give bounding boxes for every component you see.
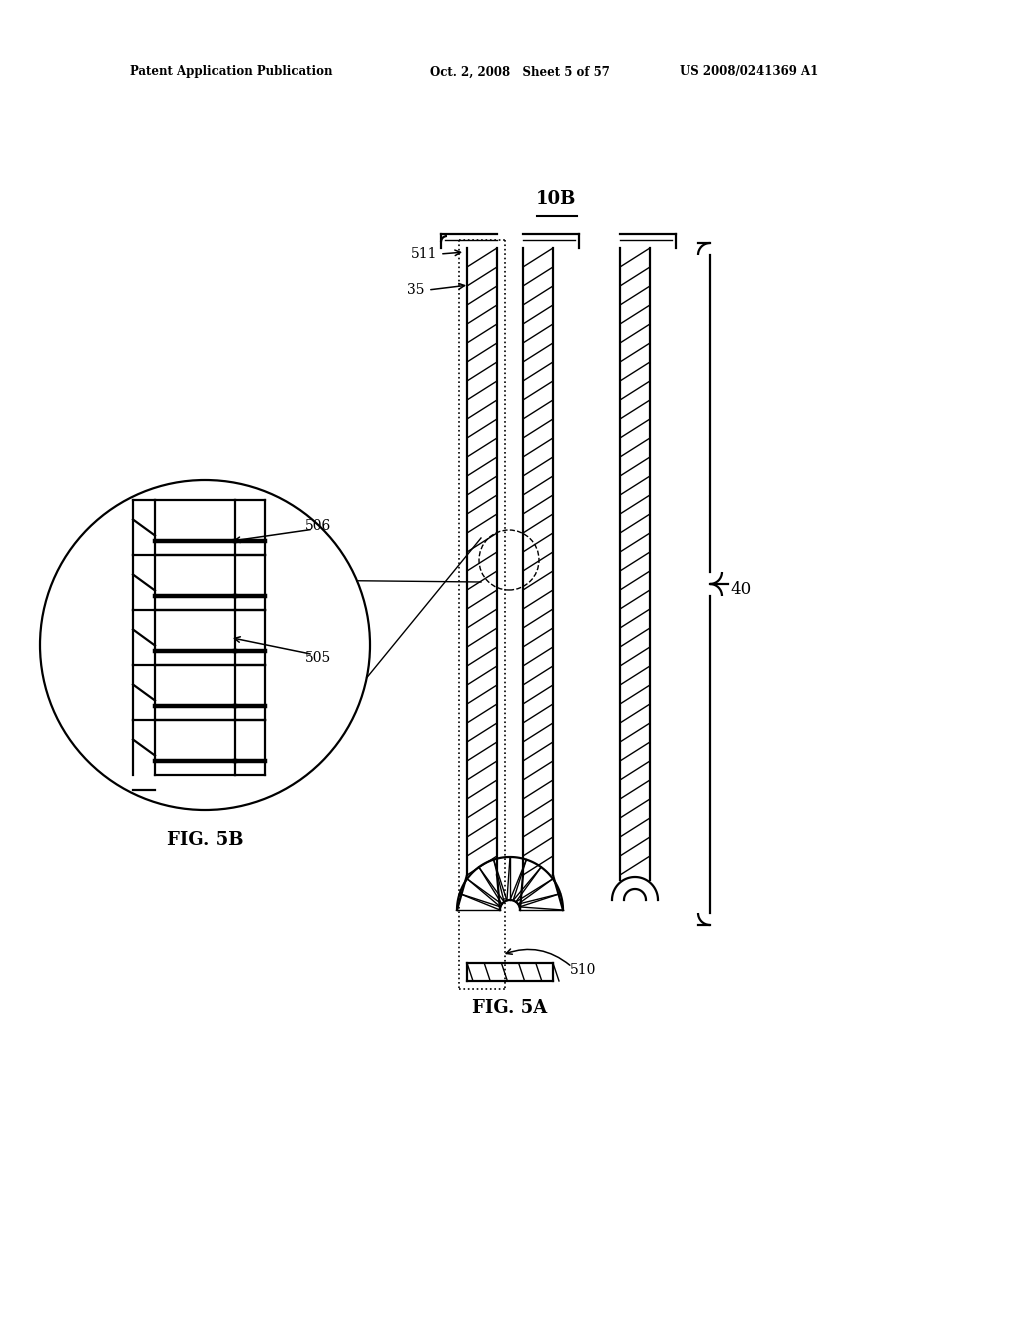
Text: Oct. 2, 2008   Sheet 5 of 57: Oct. 2, 2008 Sheet 5 of 57 (430, 66, 610, 78)
Text: 506: 506 (305, 519, 331, 533)
Text: US 2008/0241369 A1: US 2008/0241369 A1 (680, 66, 818, 78)
Text: 35: 35 (408, 282, 425, 297)
Text: FIG. 5A: FIG. 5A (472, 999, 548, 1016)
Text: 10B: 10B (536, 190, 577, 209)
Text: FIG. 5B: FIG. 5B (167, 832, 244, 849)
Text: 511: 511 (411, 247, 437, 261)
Text: Patent Application Publication: Patent Application Publication (130, 66, 333, 78)
Text: 510: 510 (570, 964, 596, 977)
Circle shape (40, 480, 370, 810)
Text: 505: 505 (305, 651, 331, 664)
Text: 40: 40 (730, 582, 752, 598)
